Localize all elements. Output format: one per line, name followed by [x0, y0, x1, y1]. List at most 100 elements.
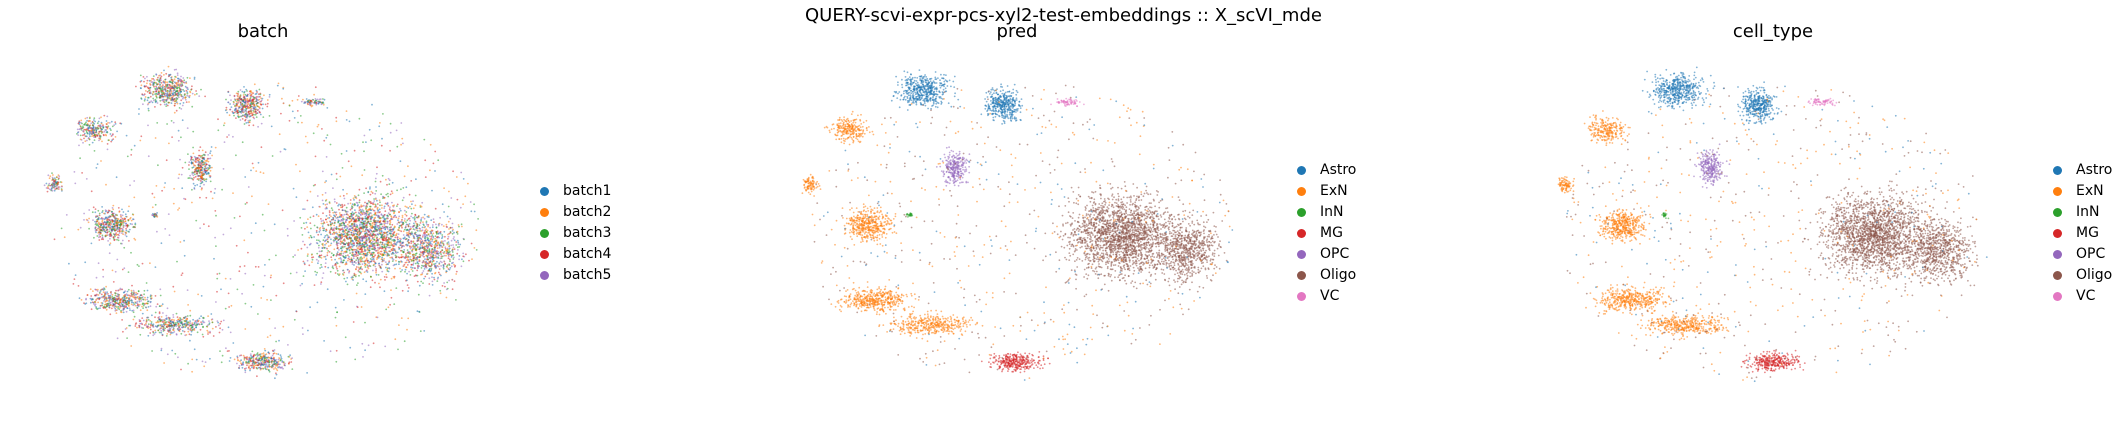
scatter-point: [181, 80, 184, 82]
scatter-point: [158, 311, 161, 313]
scatter-point: [259, 95, 261, 98]
scatter-point: [166, 89, 169, 92]
scatter-point: [365, 270, 368, 272]
scatter-point: [338, 238, 341, 240]
scatter-point: [398, 261, 400, 263]
scatter-point: [118, 232, 121, 234]
scatter-point: [334, 264, 336, 266]
scatter-point: [377, 246, 379, 249]
scatter-point: [152, 97, 155, 100]
scatter-point: [345, 235, 348, 238]
scatter-point: [79, 134, 82, 137]
scatter-point: [107, 225, 110, 227]
scatter-point: [394, 226, 396, 228]
scatter-point: [113, 124, 115, 127]
scatter-point: [186, 91, 189, 93]
scatter-point: [411, 245, 414, 248]
scatter-point: [196, 159, 199, 162]
scatter-point: [116, 295, 119, 298]
scatter-point: [101, 217, 104, 220]
scatter-point: [191, 188, 193, 191]
scatter-point: [100, 238, 103, 241]
scatter-point: [386, 222, 389, 225]
scatter-point: [402, 223, 404, 226]
scatter-point: [428, 268, 431, 271]
scatter-point: [51, 172, 53, 175]
scatter-point: [146, 103, 149, 106]
scatter-point: [355, 266, 358, 268]
scatter-point: [435, 239, 437, 242]
scatter-point: [412, 247, 415, 250]
scatter-point: [355, 239, 358, 242]
scatter-point: [389, 206, 391, 209]
scatter-point: [133, 303, 136, 305]
scatter-point: [365, 257, 368, 260]
scatter-point: [353, 244, 355, 247]
scatter-point: [100, 130, 102, 133]
scatter-point: [440, 265, 442, 267]
scatter-point: [373, 221, 376, 224]
scatter-point: [385, 238, 388, 241]
scatter-point: [92, 132, 95, 135]
scatter-point: [101, 128, 103, 131]
scatter-point: [112, 208, 115, 211]
scatter-point: [325, 258, 327, 261]
scatter-point: [324, 262, 327, 264]
scatter-point: [52, 174, 54, 176]
scatter-point: [441, 223, 443, 226]
scatter-point: [345, 218, 347, 221]
scatter-point: [341, 242, 344, 244]
scatter-point: [245, 100, 248, 103]
scatter-point: [319, 240, 321, 243]
scatter-point: [125, 229, 128, 232]
scatter-point: [196, 172, 198, 175]
scatter-point: [323, 227, 326, 230]
scatter-point: [363, 254, 366, 257]
scatter-point: [93, 119, 95, 121]
scatter-point: [451, 232, 454, 235]
scatter-point: [144, 98, 146, 101]
scatter-point: [397, 233, 400, 236]
scatter-point: [358, 242, 361, 245]
scatter-point: [136, 292, 139, 295]
scatter-point: [342, 216, 344, 218]
scatter-point: [168, 73, 170, 76]
scatter-point: [127, 288, 130, 291]
scatter-point: [445, 223, 448, 226]
scatter-point: [348, 256, 350, 258]
scatter-point: [368, 264, 371, 267]
scatter-point: [135, 85, 137, 88]
scatter-point: [311, 258, 314, 261]
scatter-point: [46, 190, 49, 193]
scatter-point: [173, 98, 176, 100]
scatter-point: [247, 119, 250, 122]
scatter-point: [201, 166, 204, 169]
scatter-point: [256, 102, 258, 105]
scatter-point: [233, 101, 235, 104]
scatter-point: [380, 250, 383, 253]
scatter-point: [154, 98, 157, 101]
scatter-point: [139, 333, 142, 336]
scatter-point: [96, 288, 99, 291]
scatter-point: [91, 130, 94, 133]
scatter-point: [227, 91, 230, 93]
scatter-point: [444, 240, 446, 242]
scatter-point: [320, 263, 322, 266]
scatter-point: [456, 252, 459, 255]
scatter-point: [369, 228, 371, 231]
scatter-point: [408, 193, 411, 196]
scatter-point: [250, 105, 253, 108]
scatter-point: [389, 256, 392, 259]
scatter-point: [366, 226, 369, 228]
scatter-point: [317, 262, 319, 265]
scatter-point: [89, 124, 92, 126]
scatter-point: [422, 221, 424, 224]
scatter-point: [132, 311, 135, 314]
scatter-point: [193, 76, 196, 79]
scatter-point: [419, 240, 422, 243]
scatter-point: [309, 222, 312, 225]
scatter-point: [401, 216, 404, 219]
scatter-point: [380, 230, 383, 233]
scatter-point: [125, 304, 127, 307]
scatter-point: [436, 236, 438, 239]
